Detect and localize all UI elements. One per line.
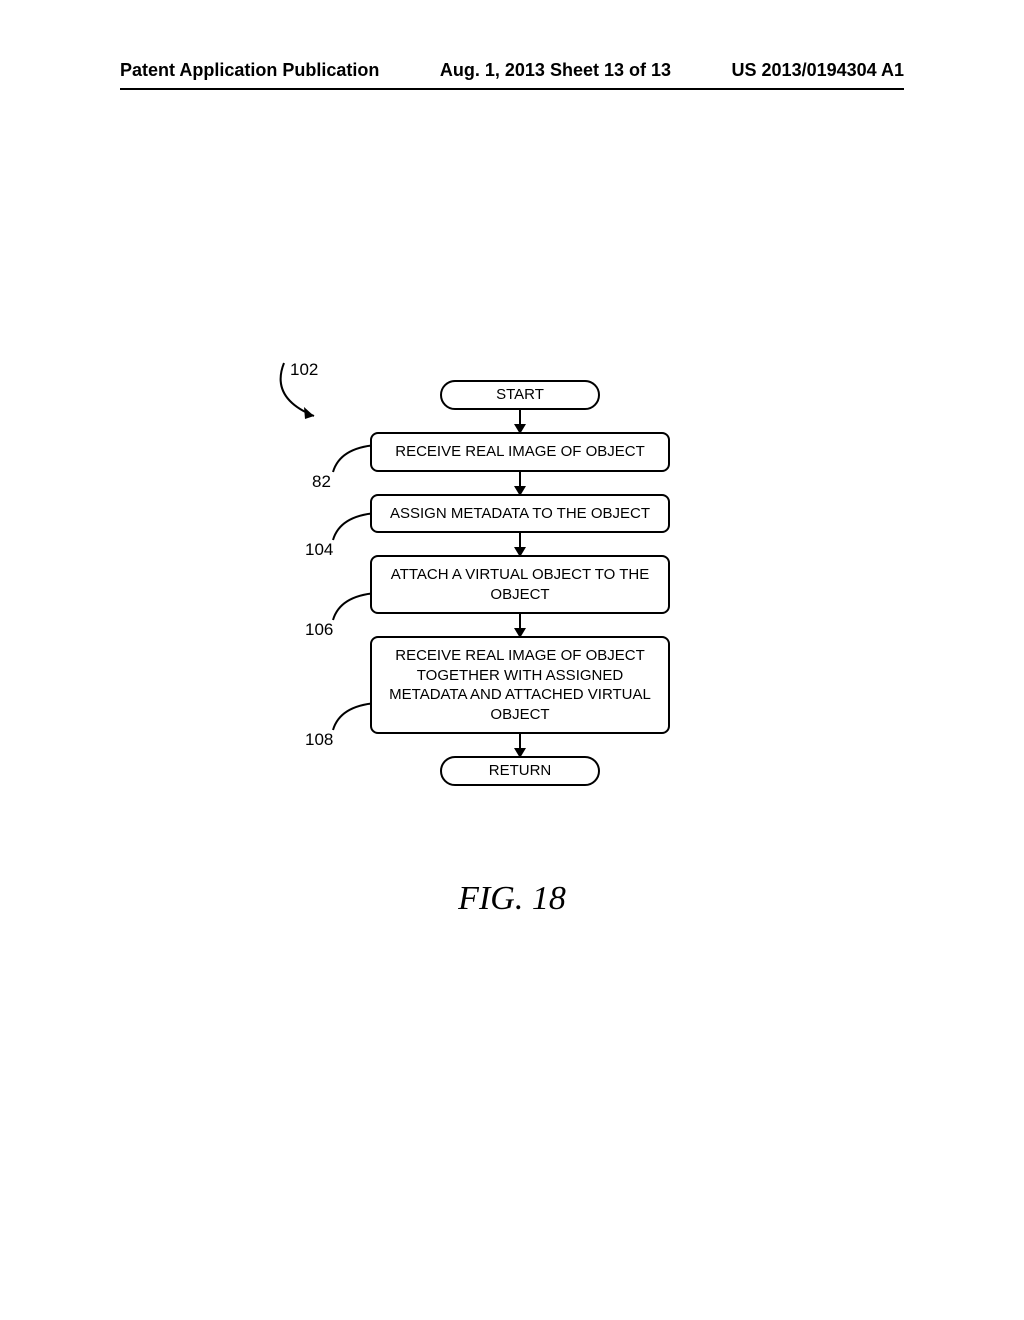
- header-center: Aug. 1, 2013 Sheet 13 of 13: [440, 60, 671, 81]
- header-rule: [120, 88, 904, 90]
- process-104: ASSIGN METADATA TO THE OBJECT: [370, 494, 670, 534]
- ref-arrow-102: [270, 358, 340, 428]
- ref-label-82: 82: [312, 472, 331, 492]
- process-82: RECEIVE REAL IMAGE OF OBJECT: [370, 432, 670, 472]
- start-terminator: START: [440, 380, 600, 410]
- figure-caption: FIG. 18: [0, 880, 1024, 918]
- process-106: ATTACH A VIRTUAL OBJECT TO THE OBJECT: [370, 555, 670, 614]
- header-left: Patent Application Publication: [120, 60, 379, 81]
- return-terminator: RETURN: [440, 756, 600, 786]
- page-header: Patent Application Publication Aug. 1, 2…: [0, 60, 1024, 81]
- process-108: RECEIVE REAL IMAGE OF OBJECT TOGETHER WI…: [370, 636, 670, 734]
- flow-column: START RECEIVE REAL IMAGE OF OBJECT ASSIG…: [370, 380, 670, 786]
- header-right: US 2013/0194304 A1: [732, 60, 904, 81]
